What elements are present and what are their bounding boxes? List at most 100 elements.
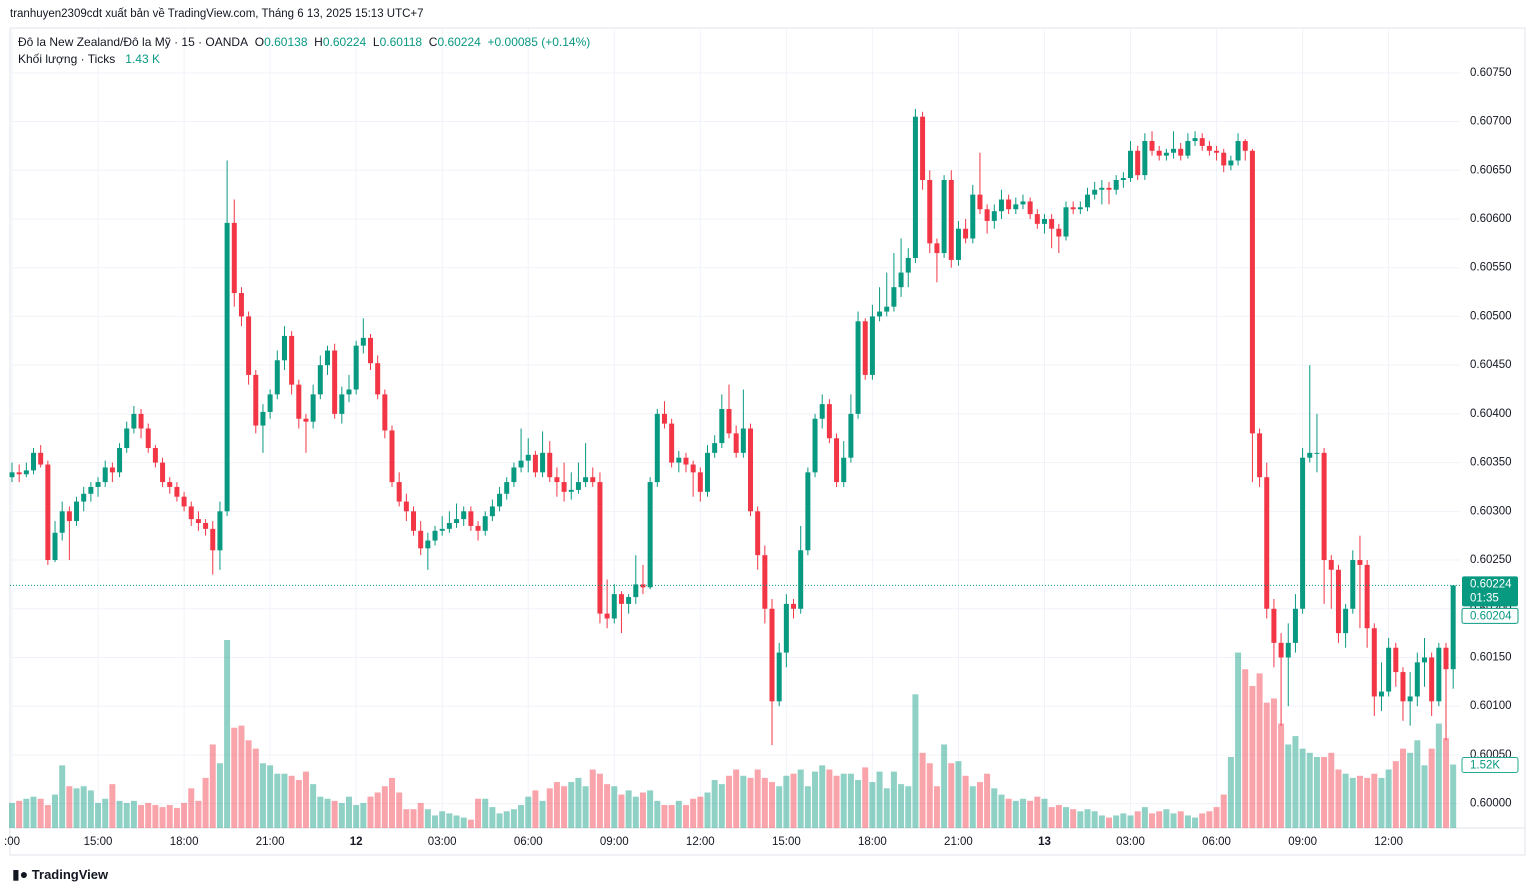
candle-body	[1429, 657, 1435, 702]
volume-bar	[1321, 756, 1328, 828]
candle-body	[626, 597, 632, 604]
volume-bar	[16, 800, 23, 828]
y-tick-label: 0.60500	[1470, 310, 1512, 322]
candle-body	[446, 523, 452, 529]
candle-body	[1436, 647, 1442, 702]
candle-body	[891, 287, 897, 307]
candle-body	[16, 472, 22, 475]
volume-bar	[1156, 811, 1163, 828]
x-tick-label: 06:00	[514, 836, 543, 848]
volume-bar	[976, 782, 983, 828]
x-tick-label: 09:00	[600, 836, 629, 848]
volume-bar	[30, 796, 37, 828]
volume-bar	[754, 769, 761, 828]
volume-bar	[847, 773, 854, 828]
candle-body	[618, 594, 624, 604]
candle-body	[439, 528, 445, 531]
volume-bar	[1084, 809, 1091, 828]
candle-body	[826, 404, 832, 439]
volume-bar	[1055, 805, 1062, 828]
frame	[9, 27, 1526, 856]
volume-bar	[1328, 752, 1335, 828]
volume-bar	[159, 807, 166, 828]
l-label: L	[372, 35, 380, 49]
volume-bar	[726, 775, 732, 828]
candle-body	[138, 413, 144, 429]
candle-body	[776, 652, 782, 702]
volume-bar	[403, 809, 410, 828]
volume-bar	[898, 784, 905, 828]
volume-bar	[948, 763, 955, 828]
c-label: C	[428, 35, 438, 49]
volume-bar	[668, 805, 675, 828]
volume-bar	[281, 773, 288, 828]
volume-bar	[145, 802, 152, 828]
volume-bar	[546, 788, 553, 828]
x-tick-label: :00	[4, 836, 20, 848]
candle-body	[1020, 201, 1026, 205]
volume-bar	[840, 773, 847, 828]
candle-body	[38, 452, 44, 465]
candle-body	[984, 209, 990, 221]
volume-bar	[188, 788, 195, 828]
candle-body	[332, 350, 338, 414]
candle-body	[575, 482, 581, 490]
y-tick-label: 0.60000	[1470, 798, 1512, 810]
x-tick-label: 18:00	[170, 836, 199, 848]
volume-bar	[704, 792, 711, 828]
candle-body	[1106, 187, 1112, 190]
candle-body	[719, 408, 725, 444]
volume-bar	[475, 798, 482, 828]
candle-body	[66, 511, 72, 522]
candle-body	[1450, 585, 1456, 670]
candle-body	[1421, 657, 1427, 663]
candle-body	[1292, 608, 1298, 643]
candle-body	[762, 555, 768, 609]
candle-body	[1378, 691, 1384, 697]
volume-bar	[1077, 811, 1084, 828]
volume-bar	[1256, 673, 1263, 828]
volume-bar	[919, 752, 926, 828]
candle-body	[554, 477, 560, 483]
volume-bar	[1184, 815, 1191, 828]
volume-bar	[1385, 769, 1392, 828]
volume-bar	[102, 798, 109, 828]
candle-body	[231, 222, 237, 294]
volume-bar	[1206, 811, 1213, 828]
candle-body	[181, 496, 187, 507]
volume-bar	[238, 725, 245, 828]
candle-body	[697, 472, 703, 492]
y-tick-label: 0.60300	[1470, 505, 1512, 517]
candle-body	[511, 467, 517, 483]
volume-bar	[288, 775, 295, 828]
x-tick-label: 18:00	[858, 836, 887, 848]
candle-body	[1056, 228, 1062, 237]
y-tick-label: 0.60550	[1470, 262, 1512, 274]
volume-bar	[890, 771, 897, 828]
volume-bar	[661, 805, 668, 828]
volume-bar	[804, 786, 811, 828]
volume-bar	[360, 802, 367, 828]
candle-body	[210, 528, 216, 551]
volume-bar	[812, 771, 819, 828]
volume-bar	[1134, 811, 1141, 828]
candle-body	[1371, 628, 1377, 697]
volume-bar	[1421, 765, 1428, 828]
volume-bar	[482, 798, 489, 828]
volume-bar	[625, 790, 632, 828]
x-tick-label: 03:00	[428, 836, 457, 848]
volume-bar	[855, 779, 862, 828]
candle-body	[497, 493, 503, 507]
candle-body	[676, 457, 682, 463]
candle-body	[1049, 218, 1055, 229]
candle-body	[396, 482, 402, 502]
candle-body	[1156, 150, 1162, 156]
candle-body	[131, 413, 137, 429]
volume-bar	[761, 777, 768, 828]
candle-body	[532, 454, 538, 473]
volume-bar	[532, 790, 539, 828]
volume-bar	[338, 802, 345, 828]
candle-body	[1063, 207, 1069, 237]
last-price-box	[1462, 576, 1518, 607]
